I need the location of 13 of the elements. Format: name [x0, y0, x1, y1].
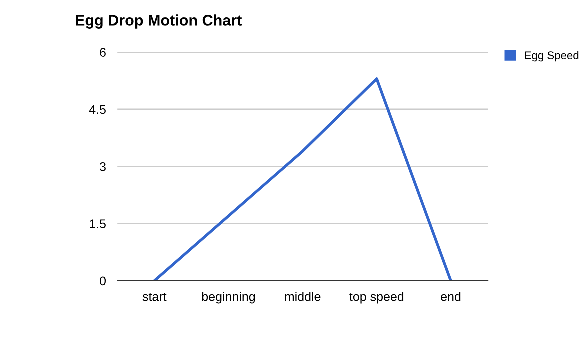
- y-tick-label: 4.5: [89, 105, 106, 114]
- x-tick-label: start: [142, 293, 167, 302]
- legend-label: Egg Speed: [525, 51, 579, 62]
- y-tick-label: 1.5: [90, 220, 106, 228]
- x-tick-label: end: [441, 292, 461, 302]
- x-tick-label: beginning: [202, 292, 256, 304]
- line-series: [153, 78, 452, 281]
- y-tick-label: 6: [100, 48, 106, 57]
- x-tick-label: top speed: [350, 292, 404, 304]
- y-tick-label: 0: [100, 276, 106, 286]
- x-tick-label: middle: [285, 292, 321, 302]
- chart-title: Egg Drop Motion Chart: [76, 14, 242, 29]
- y-tick-label: 3: [100, 162, 106, 172]
